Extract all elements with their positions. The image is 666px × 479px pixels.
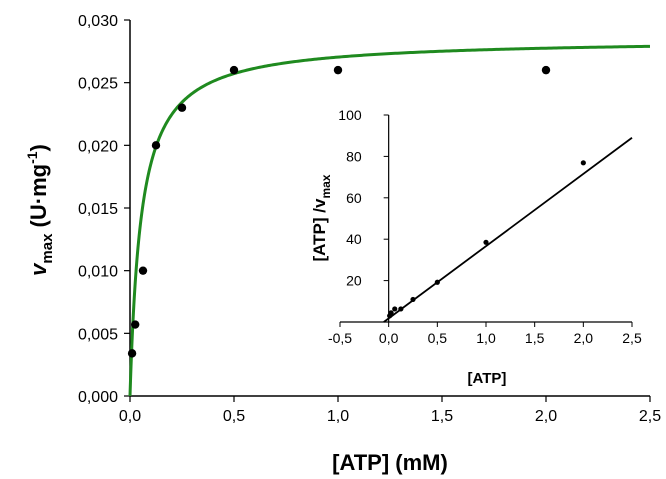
inset-data-point [392, 306, 398, 312]
x-tick-label: 1,0 [327, 408, 349, 425]
data-point [541, 65, 551, 75]
inset-data-point [398, 306, 404, 312]
inset-y-tick-label: 60 [346, 190, 362, 206]
x-tick-label: 2,0 [535, 408, 557, 425]
y-tick-label: 0,030 [78, 13, 118, 30]
y-tick-label: 0,015 [78, 201, 118, 218]
y-tick-label: 0,010 [78, 264, 118, 281]
inset-x-tick-label: -0,5 [328, 330, 352, 346]
x-tick-label: 0,0 [119, 408, 141, 425]
x-tick-label: 0,5 [223, 408, 245, 425]
y-axis-title-unit-exp: -1 [24, 151, 40, 164]
inset-x-tick-label: 1,0 [476, 330, 496, 346]
data-point [229, 65, 239, 75]
inset-data-point [483, 239, 489, 245]
data-point [131, 320, 140, 329]
x-axis-title: [ATP] (mM) [332, 450, 448, 475]
y-tick-label: 0,005 [78, 326, 118, 343]
y-tick-label: 0,025 [78, 76, 118, 93]
inset-x-tick-label: 0,5 [428, 330, 448, 346]
y-tick-label: 0,020 [78, 138, 118, 155]
y-tick-label: 0,000 [78, 389, 118, 406]
data-point [138, 266, 148, 275]
inset-y-axis-title: [ATP] /vmax [310, 174, 333, 261]
x-tick-label: 1,5 [431, 408, 453, 425]
data-point [127, 349, 137, 358]
data-point [177, 103, 187, 112]
linear-fit-line [383, 137, 633, 323]
inset-y-axis-title-main: [ATP] /v [310, 198, 329, 262]
data-point [333, 65, 343, 75]
inset-x-tick-label: 2,0 [574, 330, 594, 346]
y-axis-title-unit-close: ) [26, 144, 51, 151]
inset-y-tick-label: 40 [346, 231, 362, 247]
y-axis-title-sub: max [39, 233, 56, 264]
inset-x-tick-label: 2,5 [622, 330, 642, 346]
inset-y-axis-title-sub: max [319, 174, 333, 198]
y-axis-title: vmax (U·mg-1) [24, 144, 56, 276]
inset-y-tick-label: 80 [346, 148, 362, 164]
inset-y-tick-label: 100 [338, 107, 362, 123]
x-tick-label: 2,5 [639, 408, 661, 425]
inset-y-tick-label: 20 [346, 273, 362, 289]
y-axis-title-main: v [26, 262, 51, 276]
fit-curve [128, 44, 651, 397]
inset-x-axis-title: [ATP] [468, 370, 507, 387]
y-axis-title-unit: (U·mg [26, 164, 51, 234]
inset-data-point [580, 160, 586, 166]
inset-axes [340, 115, 632, 323]
inset-x-tick-label: 0,0 [379, 330, 399, 346]
inset-data-point [388, 310, 394, 316]
inset-plot: 20 40 60 80 100 -0,5 0,0 0,5 1,0 1,5 2,0 2,5 [328, 107, 642, 346]
inset-data-point [410, 296, 416, 303]
inset-data-point [434, 279, 440, 285]
data-point [151, 141, 161, 150]
inset-x-tick-label: 1,5 [525, 330, 545, 346]
